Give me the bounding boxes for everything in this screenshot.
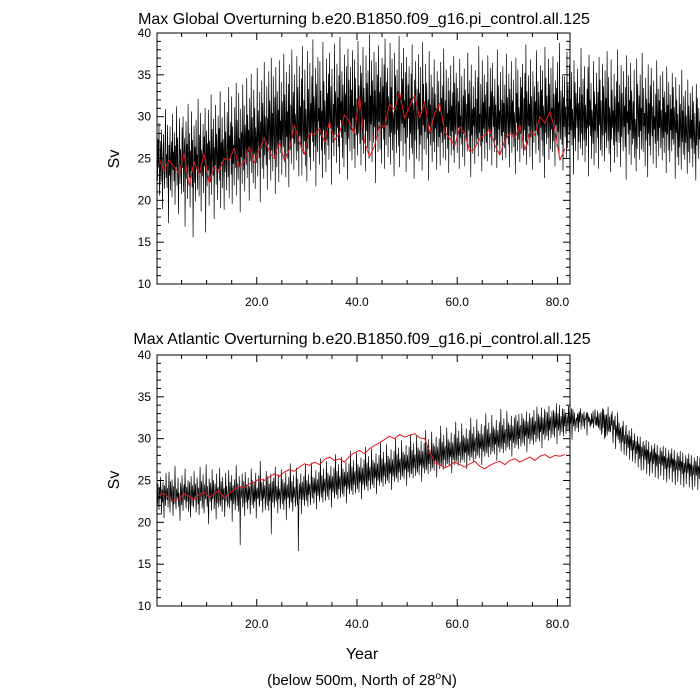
- atlantic-y-tick-label: 30: [138, 432, 152, 446]
- atlantic-plot-frame: [156, 354, 571, 607]
- atlantic-y-tick-label: 10: [138, 599, 152, 613]
- global-overturning-panel: Max Global Overturning b.e20.B1850.f09_g…: [106, 11, 700, 309]
- atlantic-monthly-series-line: [156, 403, 700, 552]
- footnote-superscript: o: [436, 671, 442, 682]
- global-y-axis-label: Sv: [106, 150, 123, 169]
- atlantic-x-tick-label: 80.0: [546, 617, 570, 631]
- footnote-suffix: N): [441, 672, 457, 689]
- atlantic-x-tick-label: 20.0: [245, 617, 269, 631]
- atlantic-overturning-panel: Max Atlantic Overturning b.e20.B1850.f09…: [106, 331, 700, 663]
- atlantic-x-tick-label: 40.0: [345, 617, 369, 631]
- global-annual-mean-series-line: [158, 91, 566, 186]
- atlantic-axes: 10 15 20 25 30 35 40 20.0 40.0 60.0 80.0: [138, 348, 570, 631]
- global-plot-frame: [156, 32, 571, 285]
- global-y-tick-label: 30: [138, 110, 152, 124]
- atlantic-x-tick-label: 60.0: [446, 617, 470, 631]
- atlantic-series-group: [156, 403, 700, 552]
- global-x-tick-label: 40.0: [345, 295, 369, 309]
- global-chart-title: Max Global Overturning b.e20.B1850.f09_g…: [138, 11, 590, 28]
- global-axes: 10 15 20 25 30 35 40 20.0 40.0 60.0 80.0: [138, 26, 570, 309]
- global-monthly-series-line: [156, 34, 700, 238]
- global-x-tick-label: 20.0: [245, 295, 269, 309]
- footnote: (below 500m, North of 28oN): [267, 671, 457, 689]
- global-x-tick-label: 60.0: [446, 295, 470, 309]
- footnote-prefix: (below 500m, North of 28: [267, 672, 435, 689]
- atlantic-y-tick-label: 40: [138, 348, 152, 362]
- atlantic-annual-mean-series-line: [158, 433, 566, 502]
- global-y-tick-label: 20: [138, 193, 152, 207]
- global-series-group: [156, 34, 700, 238]
- global-y-tick-label: 10: [138, 277, 152, 291]
- global-y-tick-label: 25: [138, 152, 152, 166]
- atlantic-y-tick-label: 20: [138, 515, 152, 529]
- global-x-tick-label: 80.0: [546, 295, 570, 309]
- global-y-tick-label: 40: [138, 26, 152, 40]
- atlantic-chart-title: Max Atlantic Overturning b.e20.B1850.f09…: [133, 331, 590, 348]
- atlantic-y-tick-label: 25: [138, 474, 152, 488]
- global-y-tick-label: 35: [138, 68, 152, 82]
- atlantic-y-tick-label: 15: [138, 557, 152, 571]
- global-y-tick-label: 15: [138, 235, 152, 249]
- atlantic-y-axis-label: Sv: [106, 471, 123, 490]
- atlantic-x-axis-label: Year: [346, 646, 379, 663]
- atlantic-y-tick-label: 35: [138, 390, 152, 404]
